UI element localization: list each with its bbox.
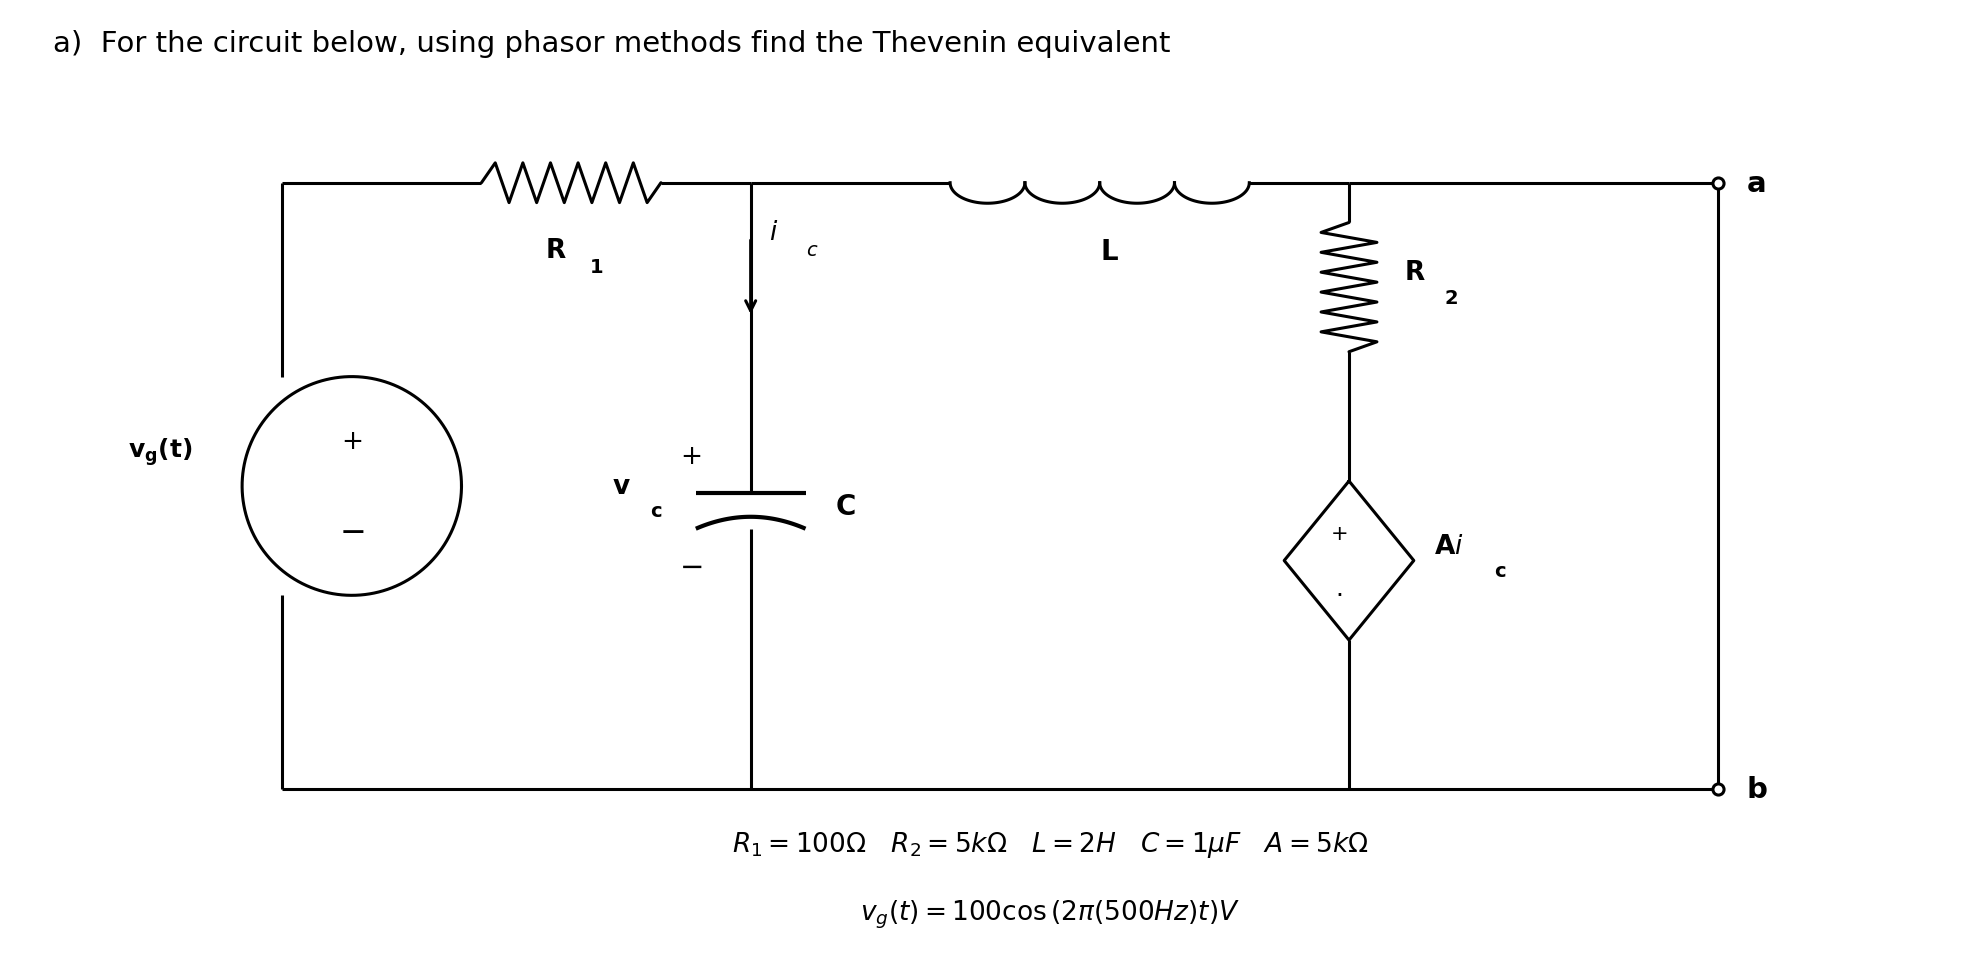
Text: $-$: $-$ bbox=[680, 552, 703, 579]
Text: $\mathbf{R}$: $\mathbf{R}$ bbox=[544, 238, 566, 264]
Text: $c$: $c$ bbox=[805, 240, 819, 259]
Text: a)  For the circuit below, using phasor methods find the Thevenin equivalent: a) For the circuit below, using phasor m… bbox=[52, 30, 1170, 58]
Text: $\mathbf{a}$: $\mathbf{a}$ bbox=[1747, 169, 1764, 198]
Text: $.$: $.$ bbox=[1335, 577, 1343, 601]
Text: $R_1 = 100\Omega$   $R_2 = 5k\Omega$   $L = 2H$   $C = 1\mu F$   $A = 5k\Omega$: $R_1 = 100\Omega$ $R_2 = 5k\Omega$ $L = … bbox=[731, 829, 1369, 859]
Text: $-$: $-$ bbox=[340, 516, 364, 547]
Text: $\mathbf{A}i$: $\mathbf{A}i$ bbox=[1435, 533, 1462, 559]
Text: $+$: $+$ bbox=[680, 444, 701, 470]
Text: $\mathbf{v_g(t)}$: $\mathbf{v_g(t)}$ bbox=[127, 436, 193, 468]
Text: $\mathbf{L}$: $\mathbf{L}$ bbox=[1101, 238, 1119, 266]
Text: $\mathbf{c}$: $\mathbf{c}$ bbox=[1494, 561, 1506, 580]
Text: $+$: $+$ bbox=[1331, 523, 1347, 543]
Text: $\mathbf{2}$: $\mathbf{2}$ bbox=[1445, 288, 1458, 308]
Text: $v_g(t) = 100\cos\left(2\pi\left(500Hz\right)t\right)V$: $v_g(t) = 100\cos\left(2\pi\left(500Hz\r… bbox=[860, 898, 1240, 929]
Text: $+$: $+$ bbox=[342, 429, 362, 455]
Text: $\mathbf{v}$: $\mathbf{v}$ bbox=[612, 474, 630, 500]
Text: $\mathbf{C}$: $\mathbf{C}$ bbox=[835, 492, 856, 520]
Text: $\mathbf{1}$: $\mathbf{1}$ bbox=[588, 258, 604, 277]
Text: $\mathbf{b}$: $\mathbf{b}$ bbox=[1747, 776, 1768, 803]
Text: $\mathbf{c}$: $\mathbf{c}$ bbox=[650, 502, 662, 521]
Text: $i$: $i$ bbox=[769, 220, 777, 246]
Text: $\mathbf{R}$: $\mathbf{R}$ bbox=[1405, 259, 1425, 286]
